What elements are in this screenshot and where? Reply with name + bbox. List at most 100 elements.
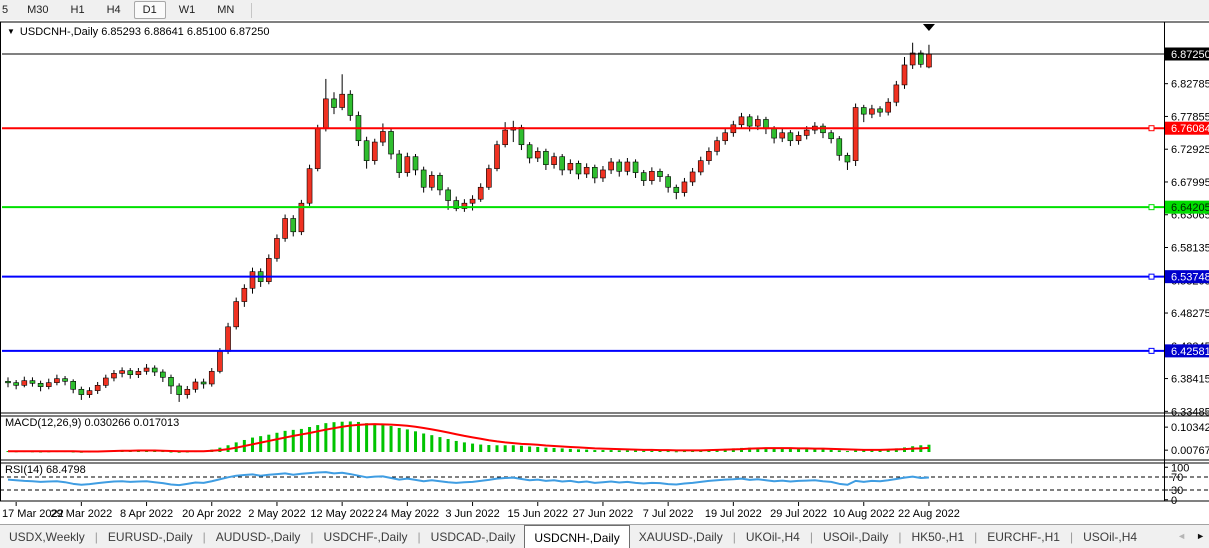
candle-down: [200, 381, 207, 385]
price-tick-label: 6.33485: [1171, 406, 1209, 418]
candle-up: [477, 186, 484, 200]
chart-tab-eurusd-daily[interactable]: EURUSD-,Daily: [107, 529, 193, 544]
macd-histogram-bar: [519, 445, 523, 452]
candle-up: [404, 156, 411, 173]
rsi-tick-label: 100: [1171, 462, 1189, 474]
candle-down: [388, 131, 394, 155]
date-label: 17 Mar 2022: [2, 508, 64, 520]
macd-histogram-bar: [544, 447, 548, 452]
timeframe-button-h4[interactable]: H4: [106, 4, 121, 16]
timeframe-button-5[interactable]: 5: [2, 4, 9, 16]
macd-histogram-bar: [650, 450, 654, 452]
date-label: 3 Jun 2022: [445, 508, 499, 520]
price-tick-label: 6.67995: [1171, 177, 1209, 189]
candle-up: [265, 258, 272, 282]
tab-separator: |: [310, 529, 314, 544]
candle-up: [428, 174, 435, 188]
macd-histogram-bar: [805, 448, 809, 452]
candle-down: [176, 385, 182, 395]
chart-canvas[interactable]: 6.827856.778556.729256.679956.630656.581…: [0, 20, 1209, 524]
candle-down: [640, 172, 647, 181]
macd-histogram-bar: [788, 448, 792, 452]
chart-tab-ukoil-h4[interactable]: UKOil-,H4: [745, 529, 800, 544]
macd-signal-line: [8, 423, 930, 453]
macd-histogram-bar: [324, 423, 328, 452]
macd-histogram-bar: [585, 449, 589, 452]
timeframe-button-w1[interactable]: W1: [178, 4, 196, 16]
macd-histogram-bar: [617, 450, 621, 452]
macd-histogram-bar: [577, 449, 580, 452]
price-badge-label: 6.42581: [1171, 346, 1209, 358]
candle-up: [926, 53, 932, 68]
candle-down: [877, 108, 883, 113]
candle-down: [575, 163, 582, 175]
chart-tab-usdcad-daily[interactable]: USDCAD-,Daily: [430, 529, 516, 544]
candle-up: [184, 388, 191, 395]
macd-histogram-bar: [625, 450, 629, 452]
candle-down: [917, 52, 924, 65]
price-badge: [1165, 47, 1209, 61]
candle-up: [551, 156, 557, 165]
timeframe-button-m30[interactable]: M30: [27, 4, 49, 16]
tab-separator: |: [974, 529, 978, 544]
candle-up: [45, 382, 52, 387]
macd-histogram-bar: [666, 451, 670, 453]
candle-down: [347, 93, 354, 116]
macd-histogram-bar: [536, 446, 540, 452]
candle-up: [21, 380, 28, 386]
timeframe-button-mn[interactable]: MN: [217, 4, 235, 16]
chart-tab-usdchf-daily[interactable]: USDCHF-,Daily: [323, 529, 408, 544]
macd-histogram-bar: [389, 426, 393, 452]
candle-down: [616, 161, 623, 172]
price-badge-label: 6.53748: [1171, 272, 1209, 284]
macd-histogram-bar: [552, 447, 556, 452]
chart-tab-xauusd-daily[interactable]: XAUUSD-,Daily: [638, 529, 723, 544]
macd-histogram-bar: [772, 448, 776, 452]
candle-down: [13, 382, 19, 386]
candle-down: [591, 167, 598, 179]
price-badge: [1165, 270, 1209, 284]
tab-scroll-right-button[interactable]: ►: [1196, 531, 1205, 541]
macd-histogram-bar: [397, 427, 401, 452]
macd-histogram-bar: [283, 430, 287, 452]
chart-background[interactable]: [0, 20, 1209, 524]
candle-down: [836, 138, 843, 156]
candle-up: [306, 168, 313, 204]
chart-tab-usoil-daily[interactable]: USOil-,Daily: [822, 529, 889, 544]
chart-tab-usdcnh-daily[interactable]: USDCNH-,Daily: [524, 525, 630, 548]
rsi-tick-label: 30: [1171, 485, 1183, 497]
timeframe-button-d1[interactable]: D1: [133, 1, 166, 19]
tab-scroll-left-button[interactable]: ◄: [1177, 531, 1187, 541]
timeframe-button-h1[interactable]: H1: [70, 4, 85, 16]
candle-down: [290, 218, 297, 233]
collapse-ohlc-arrow-icon[interactable]: ▼: [7, 27, 15, 36]
candle-up: [380, 131, 386, 143]
chart-tab-eurchf-h1[interactable]: EURCHF-,H1: [987, 529, 1060, 544]
macd-histogram-bar: [813, 449, 817, 452]
chart-tab-hk50-h1[interactable]: HK50-,H1: [911, 529, 965, 544]
chart-tab-usoil-h4[interactable]: USOil-,H4: [1083, 529, 1138, 544]
chart-symbol-period: USDCNH-,Daily: [19, 26, 99, 38]
candle-up: [135, 371, 142, 375]
chart-tab-audusd-daily[interactable]: AUDUSD-,Daily: [215, 529, 301, 544]
candle-up: [494, 144, 500, 169]
candle-up: [901, 64, 908, 86]
macd-histogram-bar: [854, 450, 858, 452]
date-label: 7 Jul 2022: [643, 508, 694, 520]
candle-down: [396, 153, 403, 173]
candle-up: [714, 140, 720, 152]
line-drag-handle[interactable]: [1148, 204, 1155, 211]
candle-down: [168, 377, 174, 387]
line-drag-handle[interactable]: [1148, 347, 1155, 354]
macd-histogram-bar: [756, 447, 760, 452]
macd-histogram-bar: [259, 436, 263, 452]
price-badge-label: 6.76084: [1171, 123, 1209, 135]
rsi-indicator-label: RSI(14) 68.4798: [5, 464, 86, 476]
line-drag-handle[interactable]: [1148, 125, 1155, 132]
line-drag-handle[interactable]: [1148, 273, 1155, 280]
candle-down: [127, 370, 134, 375]
chart-tab-usdx-weekly[interactable]: USDX,Weekly: [9, 529, 85, 544]
rsi-tick-label: 70: [1171, 472, 1183, 484]
candle-up: [689, 171, 696, 183]
